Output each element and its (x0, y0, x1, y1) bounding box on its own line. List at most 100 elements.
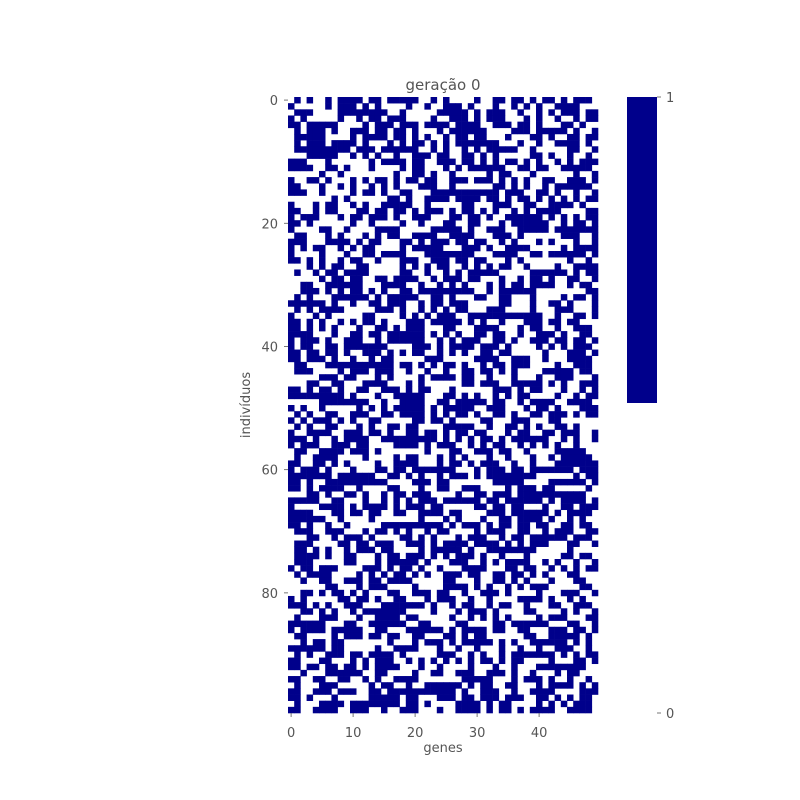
heatmap-cell (529, 688, 537, 695)
heatmap-cell (554, 374, 562, 381)
heatmap-cell (585, 651, 593, 658)
heatmap-cell (461, 251, 469, 258)
heatmap-cell (337, 392, 345, 400)
heatmap-cell (567, 368, 574, 375)
heatmap-cell (325, 466, 332, 474)
heatmap-cell (591, 232, 599, 239)
heatmap-cell (436, 417, 444, 424)
heatmap-cell (412, 257, 419, 264)
heatmap-cell (511, 281, 518, 289)
heatmap-cell (548, 331, 555, 338)
heatmap-cell (461, 700, 469, 708)
heatmap-cell (356, 546, 363, 554)
heatmap-cell (294, 497, 301, 504)
heatmap-cell (461, 639, 469, 646)
heatmap-cell (337, 281, 345, 289)
heatmap-cell (362, 386, 369, 393)
heatmap-cell (325, 571, 332, 578)
heatmap-cell (591, 337, 599, 344)
heatmap-cell (306, 337, 314, 344)
heatmap-cell (480, 380, 487, 387)
heatmap-cell (567, 121, 574, 129)
heatmap-cell (449, 626, 456, 634)
heatmap-cell (319, 571, 326, 578)
heatmap-cell (548, 97, 555, 104)
heatmap-cell (319, 405, 326, 412)
heatmap-cell (294, 207, 301, 215)
heatmap-cell (412, 626, 419, 634)
heatmap-cell (567, 374, 574, 381)
heatmap-cell (573, 700, 580, 708)
heatmap-cell (573, 251, 580, 258)
heatmap-cell (511, 103, 518, 110)
heatmap-cell (393, 392, 400, 400)
heatmap-cell (430, 374, 438, 381)
heatmap-cell (325, 700, 332, 708)
heatmap-cell (560, 552, 568, 560)
heatmap-cell (306, 509, 314, 517)
heatmap-cell (312, 417, 320, 424)
heatmap-cell (306, 392, 314, 400)
heatmap-cell (492, 251, 500, 258)
heatmap-cell (573, 220, 580, 227)
heatmap-cell (511, 220, 518, 227)
heatmap-cell (585, 324, 593, 332)
heatmap-cell (517, 226, 524, 233)
heatmap-cell (412, 694, 419, 701)
heatmap-cell (343, 491, 351, 498)
heatmap-cell (368, 417, 376, 424)
heatmap-cell (492, 355, 500, 363)
heatmap-cell (399, 411, 407, 418)
heatmap-cell (306, 663, 314, 671)
heatmap-cell (461, 368, 469, 375)
heatmap-cell (467, 374, 475, 381)
heatmap-cell (381, 177, 388, 184)
heatmap-cell (529, 676, 537, 683)
heatmap-cell (461, 522, 469, 529)
heatmap-cell (405, 626, 413, 634)
heatmap-cell (443, 306, 450, 313)
heatmap-cell (343, 522, 351, 529)
heatmap-cell (567, 454, 574, 461)
heatmap-cell (312, 287, 320, 295)
heatmap-cell (418, 244, 425, 252)
heatmap-cell (368, 608, 376, 615)
heatmap-cell (548, 626, 555, 634)
heatmap-cell (474, 565, 481, 572)
heatmap-cell (343, 460, 351, 467)
heatmap-cell (288, 460, 295, 467)
heatmap-cell (585, 183, 593, 190)
heatmap-cell (548, 201, 555, 209)
heatmap-cell (486, 694, 493, 701)
heatmap-cell (319, 706, 326, 714)
heatmap-cell (374, 429, 382, 437)
heatmap-cell (374, 324, 382, 332)
heatmap-cell (498, 368, 506, 375)
heatmap-cell (300, 595, 307, 603)
heatmap-cell (381, 287, 388, 295)
heatmap-cell (350, 559, 357, 566)
heatmap-cell (325, 491, 332, 498)
heatmap-cell (387, 361, 394, 369)
heatmap-cell (529, 583, 537, 591)
heatmap-cell (591, 528, 599, 535)
heatmap-cell (505, 189, 512, 196)
heatmap-cell (449, 170, 456, 178)
heatmap-cell (523, 595, 531, 603)
heatmap-cell (374, 460, 382, 467)
heatmap-cell (350, 478, 357, 486)
heatmap-cell (368, 509, 376, 517)
heatmap-cell (412, 676, 419, 683)
heatmap-cell (368, 312, 376, 320)
heatmap-cell (536, 534, 543, 541)
heatmap-cell (585, 552, 593, 560)
heatmap-cell (399, 306, 407, 313)
heatmap-cell (319, 460, 326, 467)
heatmap-cell (319, 429, 326, 437)
heatmap-cell (381, 398, 388, 406)
heatmap-cell (498, 386, 506, 393)
heatmap-cell (529, 281, 537, 289)
heatmap-cell (480, 515, 487, 523)
heatmap-cell (443, 368, 450, 375)
heatmap-cell (511, 238, 518, 246)
